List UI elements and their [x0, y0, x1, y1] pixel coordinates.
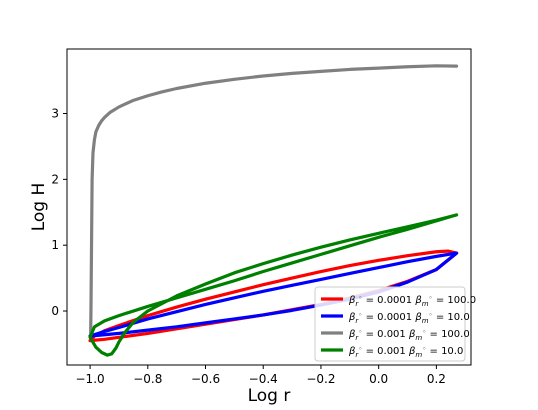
x-tick-label: −1.0 [76, 372, 105, 386]
y-axis-ticks: 0 1 2 3 [51, 107, 67, 318]
legend-entry: βr◦ = 0.001 βm◦ = 10.0 [348, 345, 463, 359]
y-axis-label: Log H [29, 183, 49, 232]
legend-entry: βr◦ = 0.001 βm◦ = 100.0 [348, 328, 470, 342]
legend-box [314, 286, 466, 362]
series-line-2 [88, 251, 459, 338]
x-tick-label: −0.8 [133, 372, 162, 386]
series-line-3 [89, 64, 459, 336]
y-tick-label: 1 [51, 238, 59, 252]
y-tick-label: 0 [51, 304, 59, 318]
y-tick-label: 3 [51, 107, 59, 121]
y-tick-label: 2 [51, 172, 59, 186]
x-tick-label: −0.2 [306, 372, 335, 386]
x-tick-label: 0.0 [369, 372, 388, 386]
x-axis-label: Log r [248, 386, 291, 406]
x-axis-ticks: −1.0 −0.8 −0.6 −0.4 −0.2 0.0 0.2 [76, 365, 446, 386]
x-tick-label: −0.6 [191, 372, 220, 386]
series-line-4 [88, 213, 459, 357]
plot-frame [66, 48, 472, 366]
legend: βr◦ = 0.0001 βm◦ = 100.0 βr◦ = 0.0001 βm◦… [314, 286, 476, 362]
x-tick-label: 0.2 [427, 372, 446, 386]
series-lines [88, 64, 459, 357]
legend-entry: βr◦ = 0.0001 βm◦ = 100.0 [348, 294, 476, 308]
x-tick-label: −0.4 [249, 372, 278, 386]
legend-entry: βr◦ = 0.0001 βm◦ = 10.0 [348, 311, 470, 325]
